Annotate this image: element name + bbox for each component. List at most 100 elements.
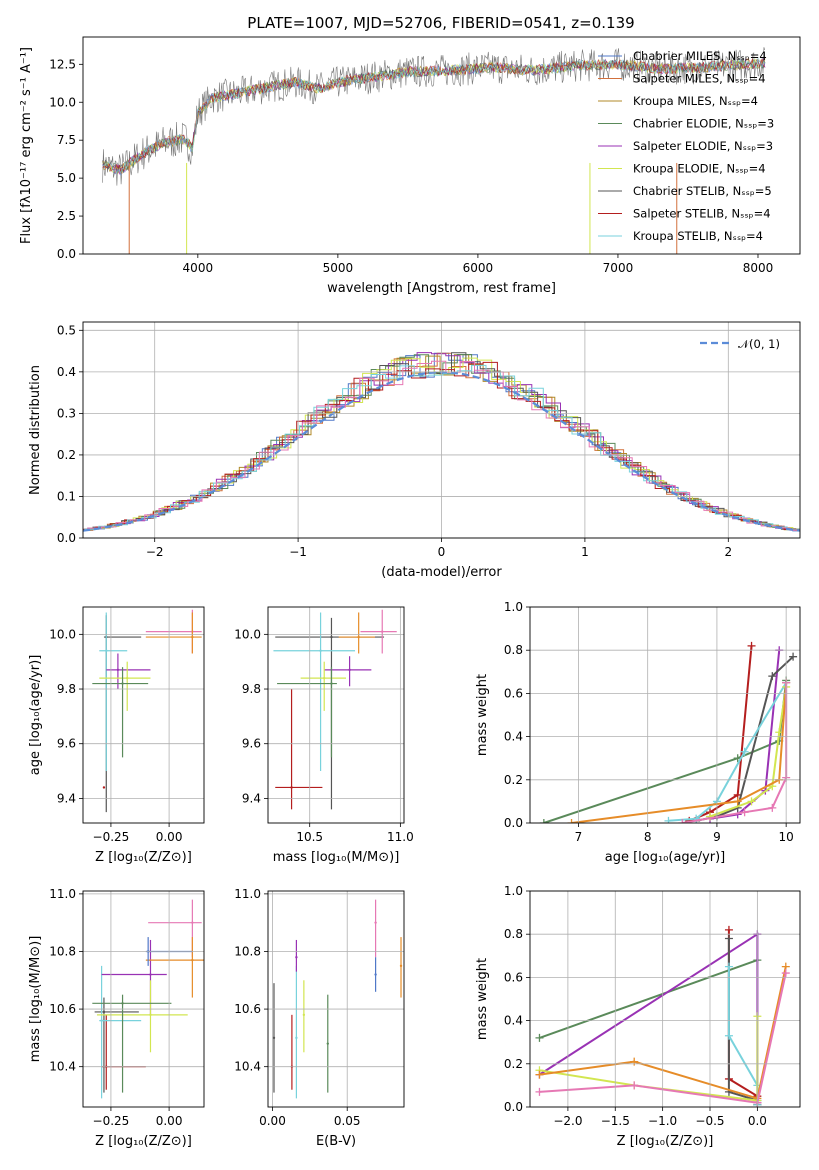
y-tick-label: 0.3	[57, 406, 76, 420]
x-tick-label: 0.00	[259, 1114, 286, 1128]
y-tick-label: 9.8	[57, 682, 76, 696]
y-tick-label: 9.4	[57, 791, 76, 805]
x-axis-label: Z [log₁₀(Z/Z⊙)]	[617, 1134, 714, 1149]
y-tick-label: 0.1	[57, 489, 76, 503]
legend-label: Kroupa MILES, Nₛₛₚ=4	[633, 94, 758, 108]
axes-frame	[267, 606, 405, 824]
x-axis-label: mass [log₁₀(M/M⊙)]	[273, 850, 400, 865]
legend-label: Kroupa STELIB, Nₛₛₚ=4	[633, 229, 763, 243]
panel-mass-vs-Z: −0.25 0.00 10.4 10.6 10.8 11.0 Z [log₁₀(Z/Z⊙)]…	[28, 887, 205, 1149]
weight-line	[539, 959, 758, 1039]
axes-frame	[529, 890, 801, 1108]
weight-marker	[740, 747, 749, 756]
data-point	[357, 635, 360, 639]
data-point	[191, 921, 194, 924]
data-point	[121, 682, 124, 685]
x-tick-label: 0	[438, 545, 446, 559]
y-tick-label: 5.0	[57, 171, 76, 185]
histogram-step	[83, 352, 800, 531]
x-tick-label: 4000	[183, 261, 214, 275]
y-axis-label: age [log₁₀(age/yr)]	[28, 655, 43, 776]
y-tick-label: 0.8	[504, 643, 523, 657]
weight-marker	[747, 641, 756, 650]
legend-label: Chabrier ELODIE, Nₛₛₚ=3	[633, 117, 774, 131]
data-point	[290, 786, 293, 789]
weight-marker	[630, 1057, 639, 1066]
data-point	[102, 786, 106, 789]
y-tick-label: 11.0	[234, 887, 261, 901]
histogram-step	[87, 352, 800, 531]
y-tick-label: 7.5	[57, 133, 76, 147]
weight-marker	[768, 803, 777, 812]
y-tick-label: 0.8	[504, 927, 523, 941]
y-tick-label: 0.2	[504, 773, 523, 787]
weight-marker	[724, 1031, 733, 1040]
data-point	[191, 635, 194, 639]
weight-marker	[724, 934, 733, 943]
plot-area	[539, 641, 798, 823]
weight-marker	[747, 797, 756, 806]
axes-frame	[82, 606, 205, 824]
legend-label: Salpeter STELIB, Nₛₛₚ=4	[633, 207, 771, 221]
y-tick-label: 0.4	[504, 1014, 523, 1028]
y-tick-label: 9.8	[242, 682, 261, 696]
data-point	[116, 668, 120, 672]
weight-marker	[789, 652, 798, 661]
panel-mass-vs-ebv: 0.00 0.05 10.4 10.6 10.8 11.0 E(B-V)	[234, 887, 405, 1149]
y-tick-label: 0.0	[504, 816, 523, 830]
data-point	[374, 973, 377, 976]
axes-frame	[82, 36, 801, 255]
plot-area	[92, 899, 204, 1099]
y-tick-label: 10.6	[49, 1002, 76, 1016]
y-tick-label: 9.4	[242, 791, 261, 805]
x-tick-label: 0.0	[748, 1114, 767, 1128]
legend-label: Chabrier MILES, Nₛₛₚ=4	[633, 49, 767, 63]
y-tick-label: 11.0	[49, 887, 76, 901]
weight-line	[727, 966, 759, 1105]
x-tick-label: 1	[581, 545, 589, 559]
weight-marker	[535, 1033, 544, 1042]
x-tick-label: −1.5	[601, 1114, 630, 1128]
spectrum-title: PLATE=1007, MJD=52706, FIBERID=0541, z=0…	[247, 14, 634, 32]
plot-area	[273, 609, 397, 810]
y-tick-label: 10.8	[234, 944, 261, 958]
x-tick-label: 0.00	[156, 830, 183, 844]
y-tick-label: 10.4	[234, 1060, 261, 1074]
x-tick-label: 10	[779, 830, 794, 844]
histogram-step	[83, 354, 800, 532]
data-point	[348, 668, 351, 672]
y-tick-label: 0.0	[57, 247, 76, 261]
weight-marker	[733, 797, 742, 806]
x-tick-label: 2	[724, 545, 732, 559]
y-tick-label: 0.6	[504, 686, 523, 700]
y-axis-label: mass weight	[475, 958, 490, 1040]
x-axis-label: E(B-V)	[316, 1134, 356, 1149]
y-tick-label: 0.5	[57, 323, 76, 337]
plot-area	[272, 899, 403, 1099]
x-tick-label: 8000	[743, 261, 774, 275]
plot-area	[102, 47, 766, 254]
weight-line	[539, 972, 787, 1104]
x-tick-label: 11.0	[387, 830, 414, 844]
weight-marker	[664, 816, 673, 823]
x-axis-label: Z [log₁₀(Z/Z⊙)]	[95, 1134, 192, 1149]
weight-marker	[539, 819, 548, 823]
y-axis-label: mass weight	[475, 674, 490, 756]
data-point	[319, 649, 322, 652]
panel-weight-vs-age: 7 8 9 10 0.0 0.2 0.4 0.6 0.8 1.0 age [log₁₀(age/yr…	[475, 600, 801, 865]
data-point	[295, 1036, 298, 1040]
data-point	[381, 630, 384, 633]
weight-marker	[567, 819, 576, 823]
x-tick-label: −1.0	[648, 1114, 677, 1128]
y-tick-label: 0.4	[504, 730, 523, 744]
axes-frame	[529, 606, 801, 824]
legend-label: 𝒩(0, 1)	[738, 337, 780, 351]
x-axis-label: wavelength [Angstrom, rest frame]	[327, 281, 556, 296]
y-tick-label: 10.8	[49, 944, 76, 958]
y-tick-label: 0.0	[57, 531, 76, 545]
weight-marker	[678, 819, 687, 823]
data-point	[121, 1002, 124, 1005]
axes-frame	[82, 890, 205, 1108]
data-point	[191, 958, 194, 962]
y-tick-label: 0.2	[57, 448, 76, 462]
